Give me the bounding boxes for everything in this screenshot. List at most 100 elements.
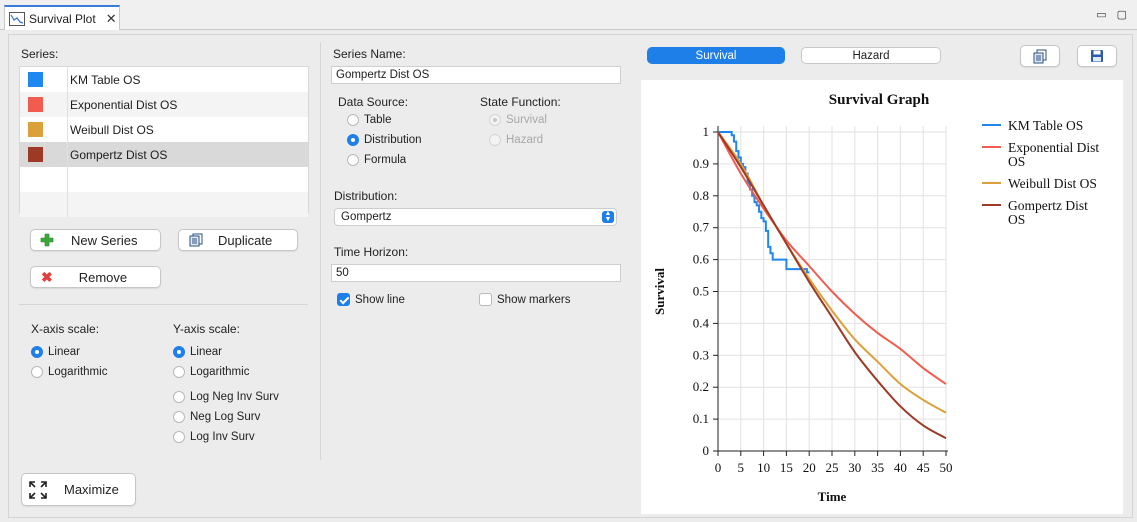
chart-icon	[9, 11, 25, 26]
column-divider	[67, 192, 68, 217]
radio-icon	[489, 134, 501, 146]
show-markers-label: Show markers	[497, 293, 571, 306]
divider	[19, 304, 308, 305]
state-function-radio-survival: Survival	[489, 114, 547, 126]
column-divider	[67, 167, 68, 192]
state-function-radio-hazard: Hazard	[489, 134, 543, 146]
series-name: Exponential Dist OS	[70, 97, 178, 112]
radio-icon	[173, 346, 185, 358]
series-line-gompertz-dist-os	[717, 131, 947, 440]
column-divider	[67, 67, 68, 92]
new-series-button[interactable]: New Series	[30, 229, 161, 251]
save-chart-button[interactable]	[1077, 45, 1117, 67]
y-tick-label: 0.8	[693, 188, 709, 203]
chevron-updown-icon: ▲ ▼	[602, 210, 614, 223]
tab-title: Survival Plot	[29, 11, 96, 26]
y-tick-label: 0.5	[693, 284, 709, 299]
maximize-window-icon[interactable]: ▢	[1116, 9, 1127, 21]
legend-label: KM Table OS	[1008, 118, 1083, 133]
x-tick-label: 25	[826, 460, 839, 475]
series-list-empty-row	[20, 192, 308, 217]
radio-label: Log Neg Inv Surv	[190, 391, 279, 403]
radio-icon	[31, 366, 43, 378]
tab-survival-plot[interactable]: Survival Plot ✕	[4, 5, 120, 30]
minimize-icon[interactable]: ▭	[1096, 9, 1107, 21]
series-list-item[interactable]: KM Table OS	[20, 67, 308, 92]
radio-label: Linear	[190, 346, 222, 358]
series-name: KM Table OS	[70, 72, 141, 87]
checkbox-icon	[337, 293, 350, 306]
state-function-label: State Function:	[480, 95, 561, 109]
y-tick-label: 0	[703, 443, 710, 458]
hazard-toggle[interactable]: Hazard	[801, 47, 941, 64]
survival-toggle[interactable]: Survival	[647, 47, 785, 64]
x-icon: ✖	[41, 268, 53, 285]
radio-icon	[347, 134, 359, 146]
distribution-label: Distribution:	[334, 189, 398, 203]
series-name-input[interactable]: Gompertz Dist OS	[331, 66, 621, 84]
remove-button[interactable]: ✖ Remove	[30, 266, 161, 288]
radio-label: Hazard	[506, 134, 544, 146]
y-scale-radio-log-inv-surv[interactable]: Log Inv Surv	[173, 431, 255, 443]
legend-label: Exponential Dist OS	[1008, 140, 1099, 169]
show-markers-checkbox[interactable]: Show markers	[479, 293, 571, 306]
series-label: Series:	[21, 47, 59, 61]
remove-label: Remove	[78, 269, 128, 285]
x-tick-label: 20	[803, 460, 816, 475]
radio-label: Survival	[506, 114, 547, 126]
series-line-km-table-os	[718, 131, 810, 274]
data-source-radio-table[interactable]: Table	[347, 114, 392, 126]
radio-label: Linear	[48, 346, 80, 358]
time-horizon-input[interactable]: 50	[331, 264, 621, 282]
radio-icon	[31, 346, 43, 358]
series-name: Weibull Dist OS	[70, 122, 154, 137]
chart-title: Survival Graph	[829, 92, 930, 108]
series-list-empty-row	[20, 167, 308, 192]
y-scale-radio-linear[interactable]: Linear	[173, 346, 222, 358]
x-scale-radio-logarithmic[interactable]: Logarithmic	[31, 366, 107, 378]
data-source-radio-distribution[interactable]: Distribution	[347, 134, 422, 146]
x-axis-label: Time	[818, 489, 847, 504]
series-list-item[interactable]: Exponential Dist OS	[20, 92, 308, 117]
series-list-item[interactable]: Weibull Dist OS	[20, 117, 308, 142]
y-scale-radio-logarithmic[interactable]: Logarithmic	[173, 366, 249, 378]
y-tick-label: 0.9	[693, 156, 709, 171]
series-color-swatch[interactable]	[28, 97, 43, 112]
y-tick-label: 0.6	[693, 252, 710, 267]
x-axis-scale-label: X-axis scale:	[31, 322, 100, 336]
show-line-checkbox[interactable]: Show line	[337, 293, 405, 306]
series-color-swatch[interactable]	[28, 72, 43, 87]
data-source-radio-formula[interactable]: Formula	[347, 154, 406, 166]
survival-chart: 00.10.20.30.40.50.60.70.80.910 5 10 15 20 25 3…	[652, 92, 1099, 504]
x-scale-radio-linear[interactable]: Linear	[31, 346, 80, 358]
maximize-button[interactable]: Maximize	[21, 473, 136, 506]
y-tick-label: 0.4	[693, 315, 710, 330]
radio-label: Distribution	[364, 134, 422, 146]
x-tick-label: 10	[757, 460, 770, 475]
new-series-label: New Series	[71, 232, 138, 248]
distribution-select[interactable]: Gompertz ▲ ▼	[334, 208, 617, 226]
data-source-label: Data Source:	[338, 95, 409, 109]
column-divider	[67, 117, 68, 142]
copy-chart-button[interactable]	[1020, 45, 1060, 67]
chart-area: 0 0.1 0.2 0.3 0.4 0.5 0.6 0.7 0.8 0.9 1 0 5 10 15 20 25 3…	[641, 80, 1123, 514]
series-color-swatch[interactable]	[28, 147, 43, 162]
duplicate-button[interactable]: Duplicate	[178, 229, 298, 251]
close-icon[interactable]: ✕	[105, 10, 117, 26]
series-name-label: Series Name:	[333, 47, 406, 61]
x-tick-label: 15	[780, 460, 793, 475]
legend-label: Weibull Dist OS	[1008, 176, 1097, 191]
series-list-item[interactable]: Gompertz Dist OS	[20, 142, 308, 167]
series-name: Gompertz Dist OS	[70, 147, 168, 162]
radio-label: Logarithmic	[48, 366, 108, 378]
duplicate-label: Duplicate	[218, 232, 273, 248]
copy-icon	[1033, 49, 1047, 63]
series-list[interactable]: KM Table OS Exponential Dist OS Weibull Di…	[19, 66, 309, 217]
radio-label: Table	[364, 114, 392, 126]
series-color-swatch[interactable]	[28, 122, 43, 137]
y-scale-radio-log-neg-inv-surv[interactable]: Log Neg Inv Surv	[173, 391, 279, 403]
y-scale-radio-neg-log-surv[interactable]: Neg Log Surv	[173, 411, 260, 423]
x-tick-label: 50	[940, 460, 953, 475]
y-axis-label: Survival	[652, 268, 667, 315]
column-divider	[67, 142, 68, 167]
